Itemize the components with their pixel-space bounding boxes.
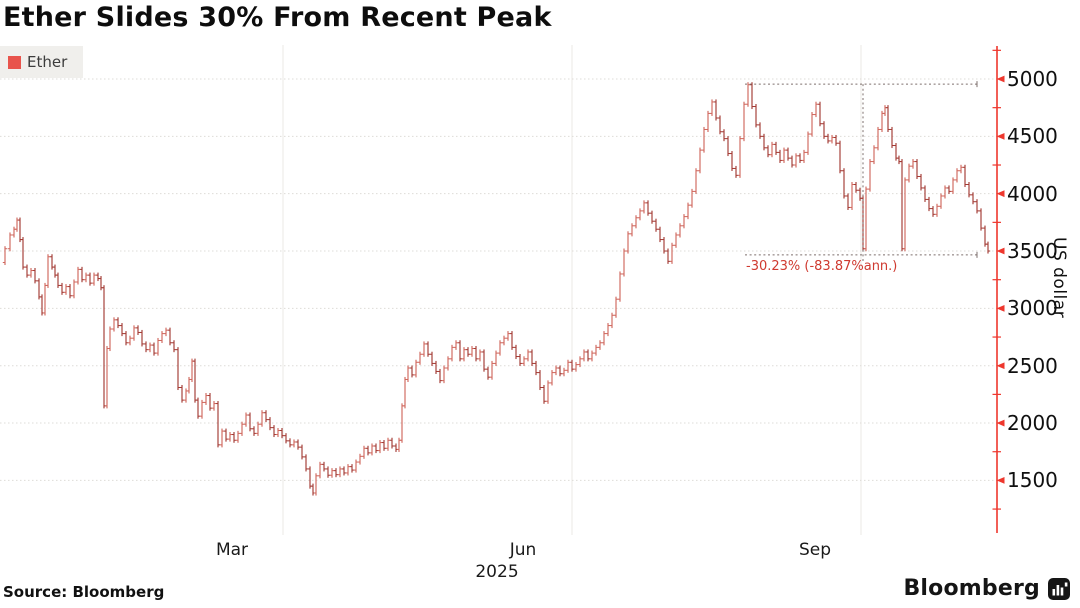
drawdown-annotation: -30.23% (-83.87%ann.) [746, 259, 898, 274]
y-tick-label: 5000 [1007, 67, 1058, 91]
y-tick-label: 3000 [1007, 296, 1058, 321]
year-label: 2025 [475, 562, 519, 582]
y-tick-label: 2500 [1007, 353, 1058, 378]
legend: Ether [0, 46, 84, 78]
legend-label: Ether [27, 53, 68, 71]
y-axis-title: US dollar [1049, 237, 1069, 319]
y-tick-label: 3500 [1007, 239, 1058, 264]
brand-logo: Bloomberg [903, 576, 1070, 601]
x-tick-label: Jun [509, 540, 537, 560]
y-tick-label: 4500 [1007, 124, 1058, 149]
chart-title: Ether Slides 30% From Recent Peak [3, 2, 552, 33]
y-tick-label: 4000 [1007, 181, 1058, 206]
x-tick-label: Mar [215, 540, 249, 560]
y-tick-label: 1500 [1007, 468, 1058, 493]
x-tick-label: Sep [798, 540, 832, 560]
bar-chart-icon [1048, 577, 1070, 600]
y-tick-label: 2000 [1007, 411, 1058, 436]
brand-wordmark: Bloomberg [903, 576, 1040, 601]
source-note: Source: Bloomberg [3, 583, 165, 601]
legend-swatch-icon [8, 55, 21, 69]
